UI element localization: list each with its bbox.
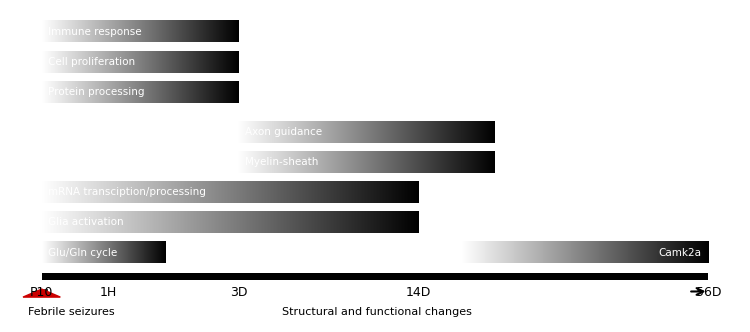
Bar [42,273,708,280]
Text: Febrile seizures: Febrile seizures [28,306,115,316]
Polygon shape [23,289,60,297]
Text: Structural and functional changes: Structural and functional changes [282,306,472,316]
Text: Cell proliferation: Cell proliferation [48,57,136,67]
Text: mRNA transciption/processing: mRNA transciption/processing [48,187,206,197]
Text: Glu/Gln cycle: Glu/Gln cycle [48,248,118,258]
Text: 56D: 56D [695,287,721,299]
Text: 1H: 1H [100,287,117,299]
Text: Camk2a: Camk2a [658,248,702,258]
Text: Myelin-sheath: Myelin-sheath [245,157,318,167]
Text: P10: P10 [30,287,53,299]
Text: 3D: 3D [230,287,247,299]
Text: Glia activation: Glia activation [48,217,124,227]
Text: Protein processing: Protein processing [48,87,145,97]
Text: 14D: 14D [406,287,431,299]
Text: Axon guidance: Axon guidance [245,127,322,137]
Text: Immune response: Immune response [48,27,142,37]
